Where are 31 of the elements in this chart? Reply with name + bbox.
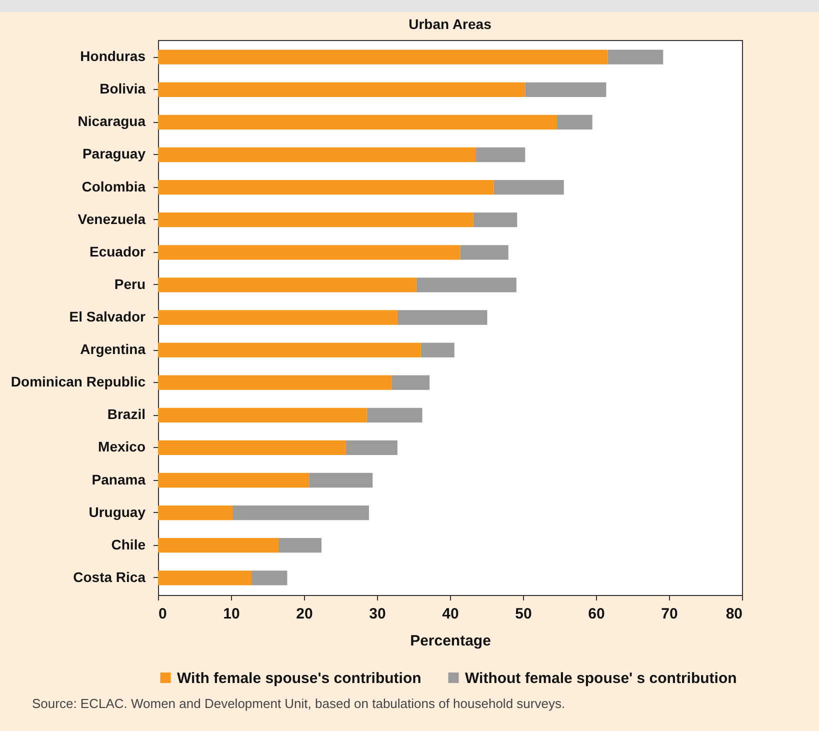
y-tick-label: Bolivia — [100, 80, 146, 97]
y-tick-label: Brazil — [107, 406, 146, 422]
chart-title: Urban Areas — [408, 16, 492, 32]
x-tick-label: 20 — [296, 606, 313, 622]
y-tick-label: Honduras — [80, 48, 146, 64]
x-tick-label: 60 — [588, 606, 605, 622]
x-tick-label: 10 — [223, 606, 240, 622]
y-tick-label: Ecuador — [89, 243, 146, 260]
y-tick-label: Panama — [92, 471, 146, 488]
y-tick-label: Paraguay — [82, 146, 146, 162]
x-tick-label: 50 — [515, 606, 532, 622]
y-tick-label: Colombia — [82, 178, 146, 194]
y-tick-label: Peru — [114, 276, 146, 292]
y-tick-label: Costa Rica — [73, 568, 146, 585]
y-tick-label: Dominican Republic — [10, 374, 146, 390]
x-tick-label: 70 — [661, 606, 678, 622]
legend-label: Without female spouse' s contribution — [465, 670, 737, 687]
y-tick-label: Mexico — [98, 438, 146, 455]
x-tick-label: 30 — [369, 606, 386, 622]
x-tick-label: 80 — [726, 606, 742, 622]
x-tick-label: 0 — [158, 606, 167, 622]
y-tick-label: Chile — [111, 536, 146, 552]
source-note: Source: ECLAC. Women and Development Unit, based on tabulations of household surveys. — [32, 696, 566, 711]
y-tick-label: El Salvador — [69, 308, 146, 324]
y-tick-label: Nicaragua — [78, 113, 146, 130]
x-tick-label: 40 — [442, 606, 459, 622]
y-tick-label: Uruguay — [88, 504, 146, 520]
y-tick-label: Argentina — [80, 341, 146, 358]
legend-label: With female spouse's contribution — [177, 670, 422, 687]
y-tick-label: Venezuela — [78, 210, 146, 227]
x-axis-title: Percentage — [410, 632, 491, 650]
